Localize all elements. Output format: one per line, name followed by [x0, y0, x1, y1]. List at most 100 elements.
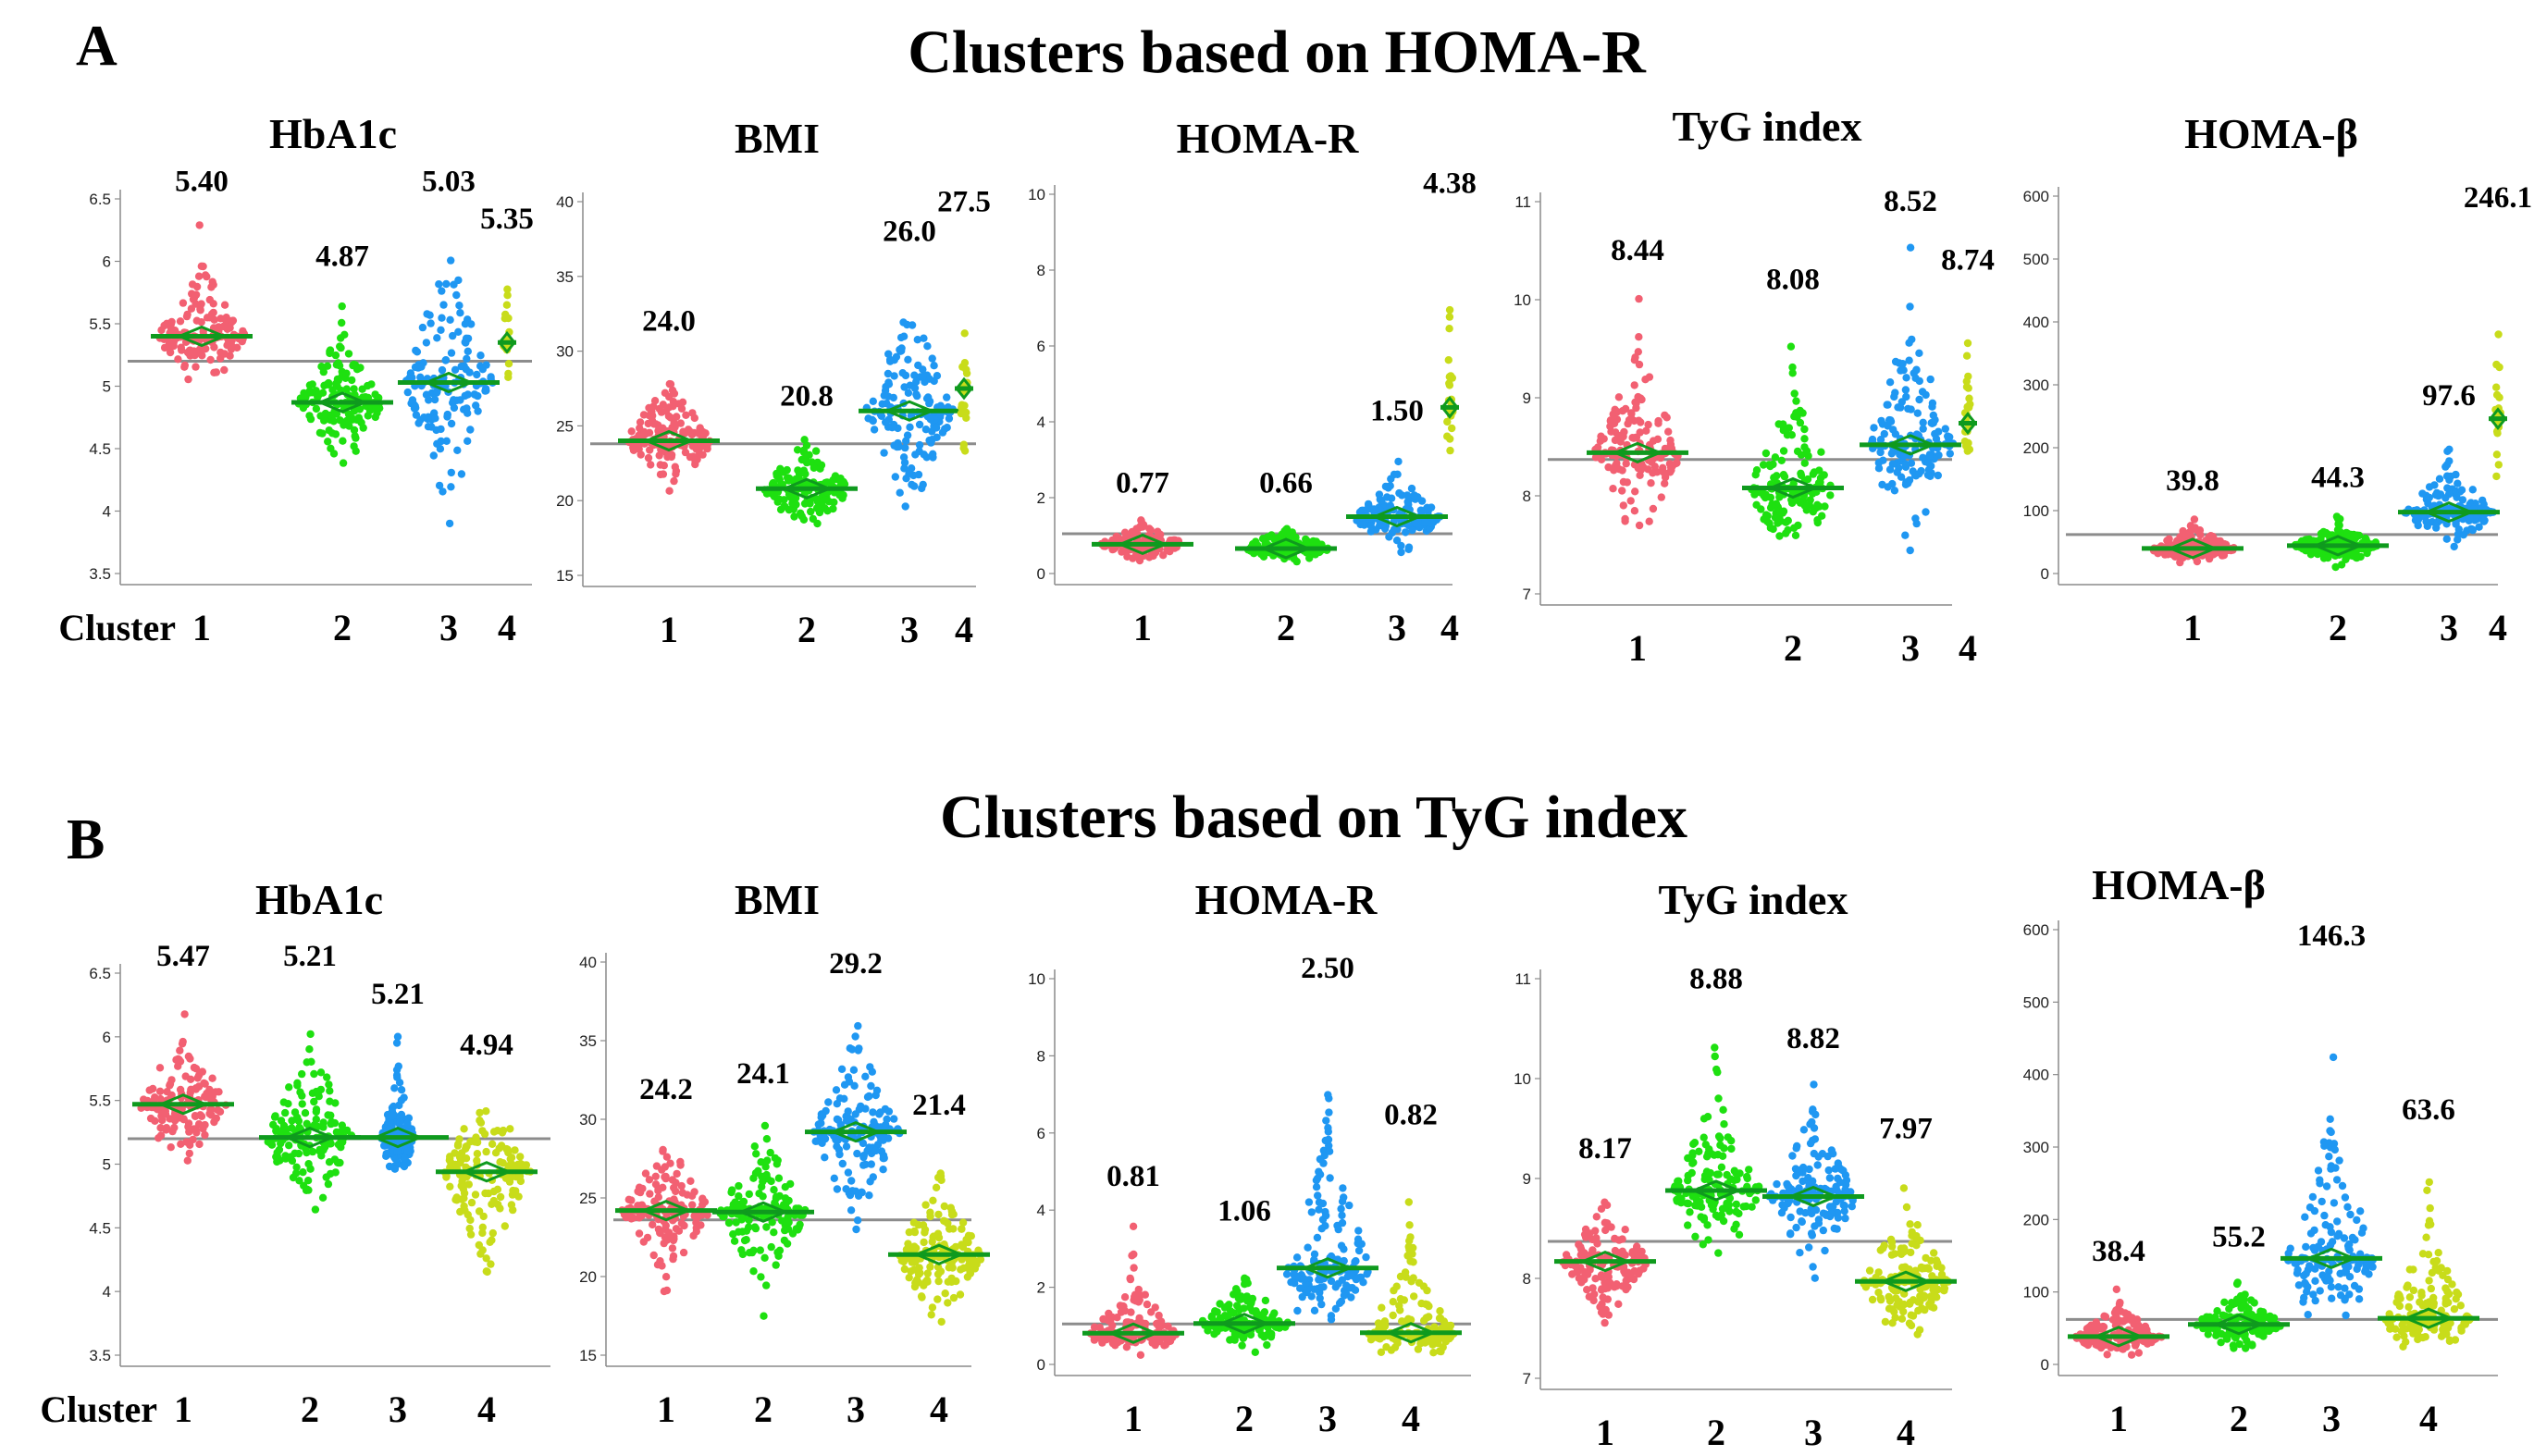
data-point	[1139, 521, 1148, 529]
data-point	[1601, 1318, 1609, 1327]
data-point	[2468, 526, 2477, 535]
data-point	[681, 448, 690, 457]
data-point	[901, 443, 909, 452]
data-point	[914, 470, 923, 479]
data-point	[1934, 471, 1942, 480]
x-category-label: 2	[1784, 627, 1802, 669]
data-point	[757, 1273, 765, 1281]
cluster-2-points	[259, 1030, 361, 1214]
data-point	[854, 1021, 862, 1030]
data-point	[1422, 1314, 1431, 1322]
data-point	[1901, 460, 1910, 468]
data-point	[639, 411, 649, 419]
data-point	[1338, 1197, 1347, 1206]
data-point	[775, 1246, 785, 1255]
data-point	[696, 424, 704, 432]
data-point	[921, 1201, 930, 1209]
data-point	[1868, 1295, 1877, 1304]
data-point	[1626, 497, 1635, 505]
data-point	[2452, 470, 2460, 479]
data-point	[1735, 1209, 1743, 1218]
cluster-4-mean-diamond	[2489, 407, 2507, 431]
data-point	[393, 1073, 402, 1081]
data-point	[947, 1210, 957, 1219]
data-point	[684, 426, 693, 434]
y-tick-label: 8	[1523, 1270, 1531, 1288]
data-point	[167, 1143, 175, 1152]
data-point	[482, 1267, 490, 1276]
cluster-1-mean-label: 8.44	[1611, 234, 1664, 267]
data-point	[660, 462, 668, 470]
data-point	[629, 443, 637, 452]
data-point	[1589, 1296, 1598, 1305]
data-point	[824, 1098, 833, 1106]
data-point	[1661, 479, 1669, 487]
data-point	[783, 1198, 791, 1207]
y-tick-label: 6	[1037, 1125, 1045, 1142]
data-point	[456, 309, 464, 317]
data-point	[364, 393, 373, 402]
data-point	[1661, 411, 1669, 420]
data-point	[1789, 479, 1798, 488]
data-point	[1702, 1153, 1712, 1161]
data-point	[1635, 521, 1644, 530]
data-point	[655, 451, 663, 460]
data-point	[858, 1188, 866, 1197]
data-point	[1326, 1174, 1334, 1182]
data-point	[324, 438, 332, 446]
data-point	[359, 424, 367, 432]
data-point	[480, 1129, 489, 1139]
data-point	[792, 500, 800, 509]
data-point	[1290, 554, 1298, 563]
data-point	[646, 446, 654, 454]
data-point	[1317, 1225, 1326, 1233]
data-point	[349, 361, 357, 370]
data-point	[172, 1055, 180, 1064]
chart-title: HOMA-β	[2184, 110, 2358, 157]
data-point	[1258, 535, 1267, 543]
data-point	[1880, 429, 1889, 438]
data-point	[1378, 497, 1386, 505]
data-point	[1634, 348, 1643, 356]
data-point	[1630, 381, 1638, 389]
data-point	[1427, 503, 1436, 512]
data-point	[201, 1130, 209, 1140]
data-point	[832, 1135, 840, 1144]
data-point	[1811, 1274, 1820, 1282]
data-point	[1908, 335, 1916, 344]
cluster-3-points	[347, 1032, 449, 1173]
data-point	[1719, 1105, 1727, 1115]
data-point	[762, 1135, 772, 1143]
data-point	[155, 1134, 163, 1142]
data-point	[1901, 531, 1910, 539]
data-point	[687, 1191, 697, 1201]
data-point	[1796, 1249, 1804, 1257]
data-point	[649, 1251, 658, 1260]
data-point	[329, 450, 339, 458]
cluster-1-points	[1082, 1222, 1184, 1360]
data-point	[1962, 352, 1972, 360]
data-point	[1792, 397, 1800, 405]
data-point	[837, 1065, 847, 1074]
data-point	[201, 1120, 209, 1129]
data-point	[504, 314, 513, 323]
cluster-1-mean-label: 0.81	[1106, 1160, 1160, 1193]
data-point	[1811, 1205, 1821, 1215]
data-point	[442, 437, 451, 445]
data-point	[476, 1108, 484, 1117]
data-point	[1446, 446, 1454, 455]
data-point	[670, 476, 678, 486]
data-point	[301, 1109, 310, 1117]
data-point	[350, 426, 359, 435]
data-point	[454, 327, 463, 336]
data-point	[1819, 1226, 1828, 1235]
data-point	[1784, 525, 1792, 535]
data-point	[2351, 552, 2360, 561]
data-point	[1766, 503, 1775, 512]
data-point	[430, 395, 439, 404]
x-category-label: 2	[1235, 1398, 1254, 1439]
data-point	[1712, 1065, 1721, 1074]
data-point	[1745, 1166, 1753, 1174]
data-point	[772, 1194, 781, 1203]
data-point	[1354, 1239, 1362, 1248]
